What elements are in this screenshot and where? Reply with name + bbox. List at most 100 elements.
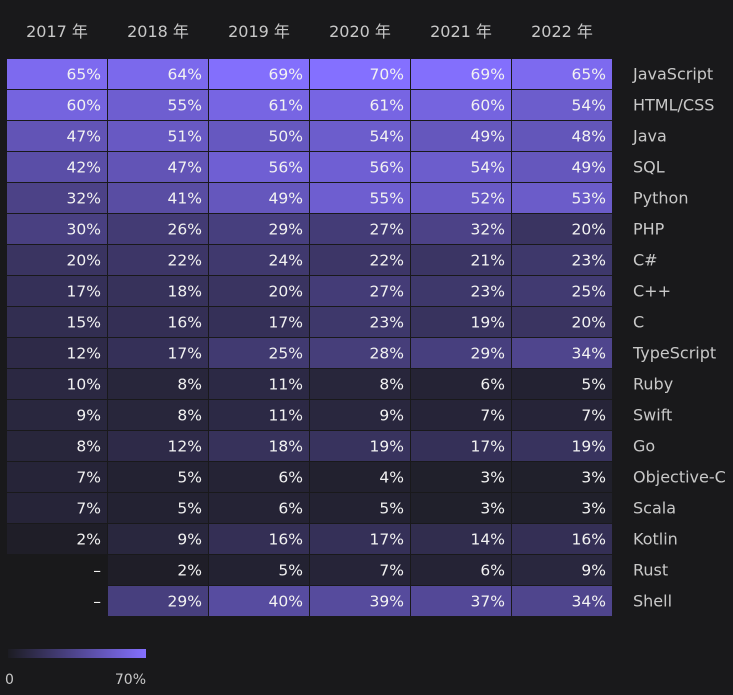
cell-value-label: 41%: [168, 190, 202, 208]
heatmap-cell: [512, 369, 612, 399]
cell-value-label: 22%: [370, 252, 404, 270]
heatmap-cell: [310, 369, 410, 399]
cell-value-label: 42%: [67, 159, 101, 177]
cell-value-label: 56%: [370, 159, 404, 177]
row-label: SQL: [633, 158, 665, 177]
heatmap-cell: [209, 59, 309, 89]
cell-value-label: 29%: [168, 593, 202, 611]
cell-value-label: 29%: [269, 221, 303, 239]
heatmap-cell: [108, 183, 208, 213]
heatmap-cell: [411, 555, 511, 585]
legend-gradient-bar: [8, 649, 146, 658]
cell-value-label: 20%: [269, 283, 303, 301]
cell-value-label: 7%: [76, 469, 101, 487]
cell-value-label: 2%: [177, 562, 202, 580]
cell-value-label: 61%: [269, 97, 303, 115]
heatmap-cell: [7, 183, 107, 213]
heatmap-cell: [411, 493, 511, 523]
heatmap-cell: [108, 276, 208, 306]
cell-value-label: 24%: [269, 252, 303, 270]
cell-value-label: 69%: [269, 66, 303, 84]
row-label: TypeScript: [632, 344, 716, 363]
cell-value-label: 9%: [177, 531, 202, 549]
cell-value-label: 7%: [581, 407, 606, 425]
cell-value-label: 51%: [168, 128, 202, 146]
cell-value-label: 10%: [67, 376, 101, 394]
heatmap-cell: [411, 307, 511, 337]
heatmap-cell: [512, 276, 612, 306]
heatmap-cell: [108, 245, 208, 275]
cell-value-label: 5%: [581, 376, 606, 394]
heatmap-cell: [411, 524, 511, 554]
heatmap-cell: [411, 586, 511, 616]
heatmap-cell: [411, 183, 511, 213]
heatmap-cell: [209, 369, 309, 399]
cell-value-label: 50%: [269, 128, 303, 146]
heatmap-cell: [411, 462, 511, 492]
heatmap-cell: [108, 524, 208, 554]
row-label: Scala: [633, 499, 676, 518]
heatmap-cell: [512, 431, 612, 461]
legend-min-label: 0: [5, 672, 14, 688]
cell-value-label: 47%: [168, 159, 202, 177]
heatmap-cell: [512, 183, 612, 213]
cell-value-label: 9%: [76, 407, 101, 425]
heatmap-cell: [512, 152, 612, 182]
heatmap-cell: [310, 59, 410, 89]
heatmap-cell: [209, 183, 309, 213]
heatmap-cell: [310, 462, 410, 492]
cell-value-label: 15%: [67, 314, 101, 332]
cell-value-label: 49%: [572, 159, 606, 177]
heatmap-cell: [411, 276, 511, 306]
heatmap-cell: [310, 152, 410, 182]
heatmap-cell: [512, 245, 612, 275]
cell-value-label: 32%: [67, 190, 101, 208]
cell-value-label: 56%: [269, 159, 303, 177]
column-label: 2020 年: [329, 22, 391, 41]
cell-value-label: 30%: [67, 221, 101, 239]
heatmap-cell: [512, 524, 612, 554]
cell-value-label: 69%: [471, 66, 505, 84]
heatmap-cell: [310, 524, 410, 554]
heatmap-cell: [411, 59, 511, 89]
cell-value-label: 25%: [572, 283, 606, 301]
cell-value-label: 47%: [67, 128, 101, 146]
heatmap-cell: [310, 493, 410, 523]
heatmap-cell: [310, 121, 410, 151]
heatmap-cell: [7, 524, 107, 554]
cell-value-label: 5%: [278, 562, 303, 580]
heatmap-cell: [209, 276, 309, 306]
cell-value-label: 26%: [168, 221, 202, 239]
cell-value-label: 27%: [370, 221, 404, 239]
column-label: 2017 年: [26, 22, 88, 41]
cell-value-label: 20%: [67, 252, 101, 270]
cell-value-label: 11%: [269, 407, 303, 425]
row-label: JavaScript: [632, 65, 713, 84]
heatmap-cell: [108, 400, 208, 430]
heatmap-cell: [310, 338, 410, 368]
cell-value-label: 19%: [572, 438, 606, 456]
cell-value-label: 32%: [471, 221, 505, 239]
cell-value-label: 9%: [581, 562, 606, 580]
cell-value-label: 25%: [269, 345, 303, 363]
cell-value-label: 19%: [471, 314, 505, 332]
heatmap-cell: [512, 90, 612, 120]
heatmap-cell: [108, 338, 208, 368]
heatmap-cell: [7, 59, 107, 89]
cell-value-label: 39%: [370, 593, 404, 611]
color-scale-legend: 0 70%: [5, 649, 146, 688]
cell-value-label: –: [93, 562, 101, 580]
heatmap-cell: [7, 431, 107, 461]
cell-value-label: 54%: [471, 159, 505, 177]
heatmap-cell: [512, 400, 612, 430]
heatmap-cell: [7, 369, 107, 399]
heatmap-cell: [209, 307, 309, 337]
cell-value-label: 53%: [572, 190, 606, 208]
heatmap-cell: [512, 555, 612, 585]
cell-value-label: 23%: [471, 283, 505, 301]
cell-value-label: 23%: [572, 252, 606, 270]
heatmap-cell: [411, 431, 511, 461]
cell-value-label: 49%: [269, 190, 303, 208]
heatmap-cell: [209, 586, 309, 616]
